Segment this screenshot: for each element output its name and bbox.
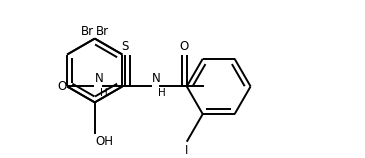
Text: H: H [100,88,108,98]
Text: OH: OH [96,135,114,148]
Text: Br: Br [96,25,109,38]
Text: N: N [95,73,104,85]
Text: I: I [185,144,188,157]
Text: S: S [121,40,128,53]
Text: H: H [158,88,165,98]
Text: N: N [152,73,161,85]
Text: O: O [57,80,66,93]
Text: O: O [180,40,189,53]
Text: Br: Br [81,25,94,38]
